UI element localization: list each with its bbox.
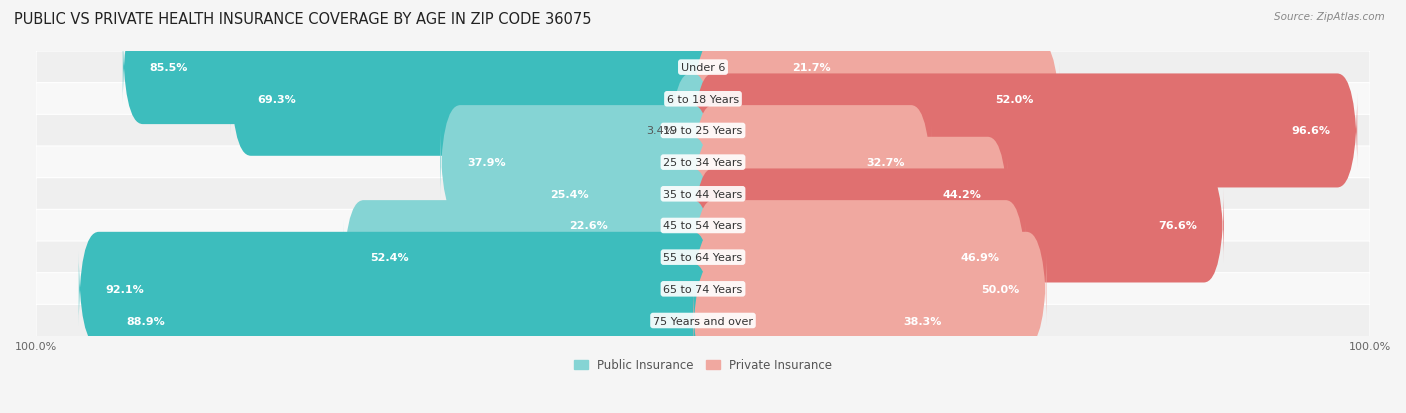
Text: 25.4%: 25.4% <box>550 189 589 199</box>
Text: 22.6%: 22.6% <box>569 221 607 231</box>
FancyBboxPatch shape <box>440 106 713 220</box>
FancyBboxPatch shape <box>231 43 713 157</box>
FancyBboxPatch shape <box>37 273 1369 305</box>
Text: 32.7%: 32.7% <box>866 158 904 168</box>
Text: 75 Years and over: 75 Years and over <box>652 316 754 326</box>
FancyBboxPatch shape <box>693 43 1060 157</box>
FancyBboxPatch shape <box>693 232 1046 346</box>
Text: Source: ZipAtlas.com: Source: ZipAtlas.com <box>1274 12 1385 22</box>
Text: 46.9%: 46.9% <box>960 252 1000 263</box>
FancyBboxPatch shape <box>693 106 931 220</box>
Legend: Public Insurance, Private Insurance: Public Insurance, Private Insurance <box>569 354 837 376</box>
Text: 3.4%: 3.4% <box>647 126 675 136</box>
FancyBboxPatch shape <box>693 138 1008 251</box>
FancyBboxPatch shape <box>37 147 1369 179</box>
FancyBboxPatch shape <box>693 264 969 377</box>
Text: 35 to 44 Years: 35 to 44 Years <box>664 189 742 199</box>
Text: 52.0%: 52.0% <box>994 95 1033 104</box>
FancyBboxPatch shape <box>343 201 713 314</box>
Text: 85.5%: 85.5% <box>149 63 188 73</box>
Text: 25 to 34 Years: 25 to 34 Years <box>664 158 742 168</box>
FancyBboxPatch shape <box>693 169 1223 283</box>
Text: 6 to 18 Years: 6 to 18 Years <box>666 95 740 104</box>
FancyBboxPatch shape <box>37 242 1369 274</box>
FancyBboxPatch shape <box>693 74 1357 188</box>
Text: 45 to 54 Years: 45 to 54 Years <box>664 221 742 231</box>
FancyBboxPatch shape <box>671 74 713 188</box>
Text: 50.0%: 50.0% <box>981 284 1019 294</box>
FancyBboxPatch shape <box>37 115 1369 147</box>
Text: 21.7%: 21.7% <box>793 63 831 73</box>
Text: 76.6%: 76.6% <box>1159 221 1197 231</box>
Text: 69.3%: 69.3% <box>257 95 297 104</box>
Text: 88.9%: 88.9% <box>127 316 166 326</box>
Text: 65 to 74 Years: 65 to 74 Years <box>664 284 742 294</box>
Text: PUBLIC VS PRIVATE HEALTH INSURANCE COVERAGE BY AGE IN ZIP CODE 36075: PUBLIC VS PRIVATE HEALTH INSURANCE COVER… <box>14 12 592 27</box>
Text: 92.1%: 92.1% <box>105 284 145 294</box>
FancyBboxPatch shape <box>37 83 1369 116</box>
Text: Under 6: Under 6 <box>681 63 725 73</box>
Text: 19 to 25 Years: 19 to 25 Years <box>664 126 742 136</box>
FancyBboxPatch shape <box>523 138 713 251</box>
FancyBboxPatch shape <box>122 11 713 125</box>
FancyBboxPatch shape <box>543 169 713 283</box>
FancyBboxPatch shape <box>693 201 1026 314</box>
FancyBboxPatch shape <box>79 232 713 346</box>
Text: 38.3%: 38.3% <box>904 316 942 326</box>
Text: 52.4%: 52.4% <box>370 252 409 263</box>
FancyBboxPatch shape <box>37 178 1369 211</box>
FancyBboxPatch shape <box>37 210 1369 242</box>
FancyBboxPatch shape <box>693 11 858 125</box>
Text: 44.2%: 44.2% <box>942 189 981 199</box>
FancyBboxPatch shape <box>100 264 713 377</box>
Text: 96.6%: 96.6% <box>1292 126 1330 136</box>
Text: 55 to 64 Years: 55 to 64 Years <box>664 252 742 263</box>
Text: 37.9%: 37.9% <box>467 158 506 168</box>
FancyBboxPatch shape <box>37 52 1369 84</box>
FancyBboxPatch shape <box>37 305 1369 337</box>
